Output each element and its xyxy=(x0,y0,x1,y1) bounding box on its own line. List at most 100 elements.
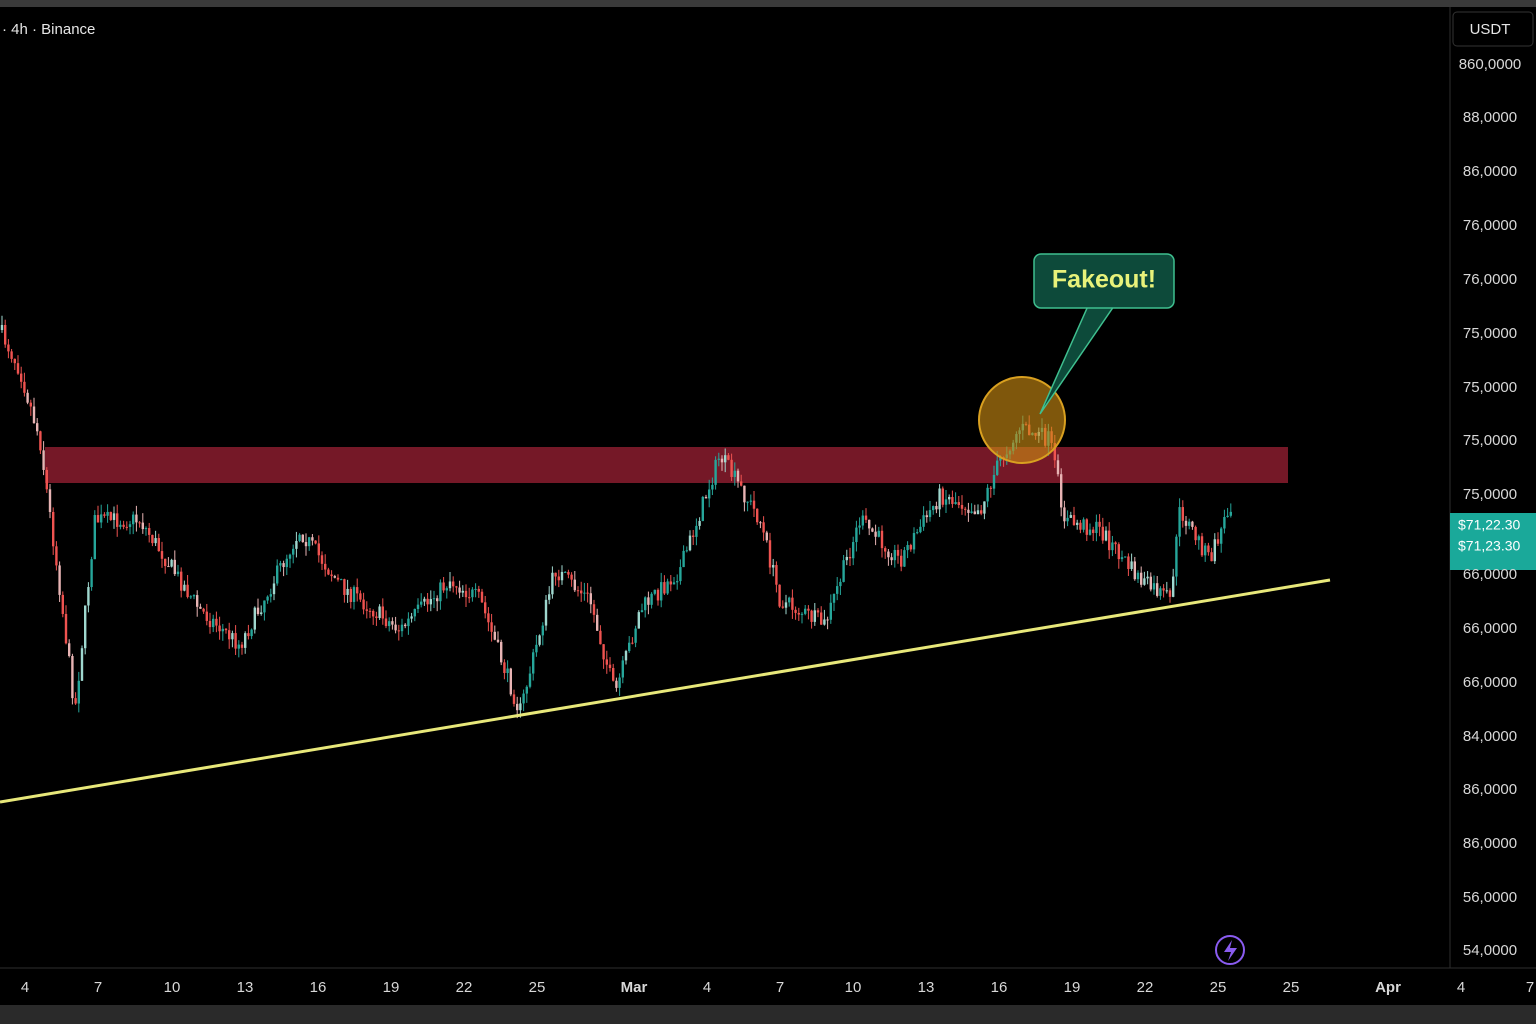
candle-body xyxy=(276,565,279,584)
candle-body xyxy=(810,610,813,622)
candle-body xyxy=(612,667,615,681)
fakeout-circle xyxy=(978,376,1066,464)
candle-body xyxy=(1220,528,1223,544)
price-label: 66,0000 xyxy=(1463,566,1517,583)
candle-body xyxy=(125,526,128,528)
candle-body xyxy=(1146,576,1149,579)
candle-body xyxy=(1101,526,1104,541)
candle-body xyxy=(996,460,999,475)
candle-body xyxy=(356,587,359,594)
candle-body xyxy=(1223,517,1226,529)
price-label: 86,0000 xyxy=(1463,163,1517,180)
candle-body xyxy=(400,624,404,632)
candle-body xyxy=(352,587,356,602)
candle-body xyxy=(637,612,640,629)
candle-body xyxy=(228,630,231,640)
candle-body xyxy=(439,582,442,602)
candle-body xyxy=(39,431,42,451)
candle-body xyxy=(564,571,567,573)
candle-body xyxy=(493,631,496,640)
candle-body xyxy=(106,511,109,516)
candle-body xyxy=(148,528,151,535)
candle-body xyxy=(762,522,765,533)
candle-body xyxy=(615,680,618,688)
candle-body xyxy=(135,514,138,523)
candle-body xyxy=(394,624,397,631)
candle-body xyxy=(87,587,90,606)
candle-body xyxy=(599,630,602,645)
time-label: 7 xyxy=(94,979,102,996)
candle-body xyxy=(708,489,711,499)
candle-body xyxy=(317,543,320,556)
candle-body xyxy=(1172,576,1175,597)
alert-icon[interactable] xyxy=(1215,935,1245,965)
candle-body xyxy=(621,660,624,678)
candle-body xyxy=(426,598,429,605)
candle-body xyxy=(903,550,906,567)
candle-body xyxy=(855,527,858,543)
price-label: 66,0000 xyxy=(1463,620,1517,637)
candle-body xyxy=(909,545,912,550)
candle-body xyxy=(410,616,413,619)
candle-body xyxy=(989,487,992,489)
candle-body xyxy=(157,538,160,552)
candle-body xyxy=(61,594,64,614)
candle-body xyxy=(957,502,960,505)
candle-body xyxy=(864,515,868,520)
candle-body xyxy=(711,484,714,490)
candle-body xyxy=(1114,542,1117,545)
candle-body xyxy=(624,651,628,661)
candle-body xyxy=(532,652,535,674)
candle-body xyxy=(842,560,845,582)
candle-body xyxy=(26,392,29,403)
candle-body xyxy=(1162,588,1165,591)
candle-body xyxy=(1168,590,1172,597)
candle-body xyxy=(269,594,272,597)
candle-body xyxy=(480,591,484,603)
candle-body xyxy=(826,619,829,621)
candle-body xyxy=(23,381,26,393)
candle-body xyxy=(644,597,647,611)
candle-body xyxy=(746,501,749,503)
candle-body xyxy=(93,515,96,560)
candle-body xyxy=(890,557,893,561)
candle-body xyxy=(372,610,375,617)
candle-body xyxy=(48,489,52,512)
candle-body xyxy=(992,474,996,489)
candle-body xyxy=(234,633,237,649)
candle-body xyxy=(4,325,7,345)
candle-body xyxy=(1098,521,1101,527)
time-label: 7 xyxy=(776,979,784,996)
candle-body xyxy=(634,628,637,643)
candle-body xyxy=(756,508,759,523)
candle-body xyxy=(1108,530,1111,551)
candle-body xyxy=(324,563,327,570)
candle-body xyxy=(468,597,471,599)
candle-body xyxy=(525,686,528,694)
currency-button[interactable] xyxy=(1452,11,1534,47)
candle-body xyxy=(740,481,743,486)
candle-body xyxy=(1136,572,1140,580)
price-label: 76,0000 xyxy=(1463,271,1517,288)
candle-body xyxy=(765,532,768,541)
candle-body xyxy=(0,325,4,330)
candle-body xyxy=(720,458,724,463)
candle-body xyxy=(743,485,746,503)
candle-body xyxy=(1207,545,1210,553)
trendline xyxy=(0,578,1331,804)
candle-body xyxy=(445,588,448,591)
candle-body xyxy=(1066,517,1069,522)
candle-body xyxy=(1072,515,1076,525)
price-label: 66,0000 xyxy=(1463,674,1517,691)
currency[interactable]: USDT xyxy=(1470,21,1511,38)
candle-body xyxy=(80,648,84,681)
candle-body xyxy=(378,606,381,618)
candle-body xyxy=(823,619,826,625)
candle-body xyxy=(151,534,154,544)
candle-body xyxy=(266,596,269,601)
candle-body xyxy=(736,470,740,482)
candle-body xyxy=(16,363,20,374)
candle-body xyxy=(1124,556,1127,558)
candle-body xyxy=(544,599,548,626)
candle-body xyxy=(244,633,247,648)
